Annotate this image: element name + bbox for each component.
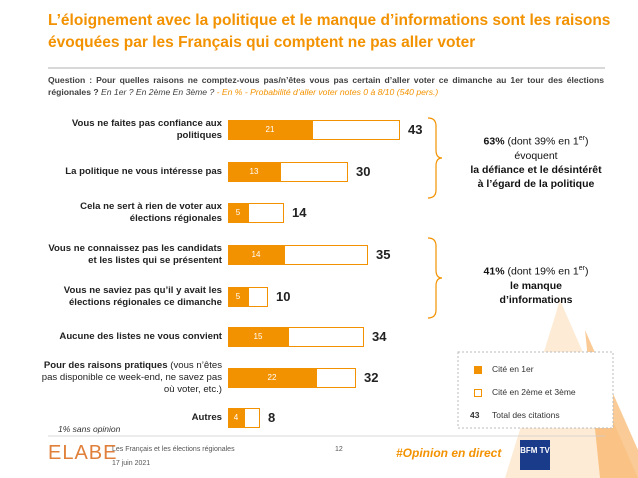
logo: ELABE <box>48 442 118 464</box>
title-line: évoquées par les Français qui comptent n… <box>48 34 476 51</box>
annotation-detail: (dont 19% en 1 <box>507 265 579 278</box>
category-label: Autres <box>40 412 222 424</box>
annotation-close: ) <box>584 135 589 148</box>
hashtag: #Opinion en direct <box>396 446 502 460</box>
value-label: 4 <box>233 413 239 422</box>
total-label: 32 <box>364 370 379 385</box>
annotation-close: ) <box>584 265 589 278</box>
legend-swatch <box>474 389 482 397</box>
bar <box>316 368 356 388</box>
bar: 5 <box>228 203 248 223</box>
value-label: 13 <box>249 167 259 176</box>
total-label: 35 <box>376 247 391 262</box>
category-text: Aucune des listes ne vous convient <box>59 331 222 342</box>
total-label: 10 <box>276 289 291 304</box>
legend-total-example: 43 <box>470 410 480 420</box>
category-label: Cela ne sert à rien de voter aux électio… <box>40 201 222 225</box>
bar: 21 <box>228 120 312 140</box>
bar <box>312 120 400 140</box>
category-text: Vous ne faites pas confiance aux politiq… <box>71 118 222 141</box>
bar <box>280 162 348 182</box>
annotation-line: la défiance et le désintérêt <box>470 163 602 176</box>
annotation-line: d’informations <box>499 293 573 306</box>
annotation-head: 41% (dont 19% en 1er) <box>446 262 626 279</box>
total-label: 14 <box>292 205 307 220</box>
category-text: Vous ne saviez pas qu’il y avait les éle… <box>63 285 222 308</box>
bar: 22 <box>228 368 316 388</box>
bar: 14 <box>228 245 284 265</box>
partner-logo: BFM TV <box>520 446 550 455</box>
question: Question : Pour quelles raisons ne compt… <box>48 74 604 98</box>
category-text: Vous ne connaissez pas les candidats et … <box>48 243 222 266</box>
title: L’éloignement avec la politique et le ma… <box>48 10 610 54</box>
annotation-line: le manque <box>510 279 562 292</box>
date: 17 juin 2021 <box>112 460 151 467</box>
total-label: 43 <box>408 122 423 137</box>
category-label: Vous ne connaissez pas les candidats et … <box>40 243 222 267</box>
category-label: Aucune des listes ne vous convient <box>40 331 222 343</box>
bar <box>248 287 268 307</box>
total-label: 34 <box>372 329 387 344</box>
annotation: 63% (dont 39% en 1er) évoquent la défiance… <box>446 132 626 191</box>
bar <box>288 327 364 347</box>
legend-label: Total des citations <box>492 410 560 420</box>
value-label: 21 <box>265 125 275 134</box>
annotation-line: à l’égard de la politique <box>477 177 595 190</box>
category-label: Vous ne faites pas confiance aux politiq… <box>40 118 222 142</box>
annotation-lead: 63% <box>483 135 505 148</box>
annotation-line: évoquent <box>514 149 558 162</box>
title-line: L’éloignement avec la politique et le ma… <box>48 12 611 29</box>
category-detail: (vous n’êtes pas disponible ce week-end,… <box>41 360 222 395</box>
bar <box>244 408 260 428</box>
category-text: La politique ne vous intéresse pas <box>65 166 222 177</box>
category-label: La politique ne vous intéresse pas <box>40 166 222 178</box>
bar: 5 <box>228 287 248 307</box>
category-text: Autres <box>191 412 222 423</box>
bar <box>284 245 368 265</box>
bar <box>248 203 284 223</box>
category-label: Vous ne saviez pas qu’il y avait les éle… <box>40 285 222 309</box>
question-base: - En % - Probabilité d’aller voter notes… <box>216 87 439 97</box>
value-label: 5 <box>235 208 241 217</box>
annotation-sup: er <box>578 265 585 272</box>
study: Les Français et les élections régionales <box>112 446 235 453</box>
question-label: Question : <box>48 75 93 85</box>
value-label: 15 <box>253 332 263 341</box>
category-label: Pour des raisons pratiques (vous n’êtes … <box>40 360 222 396</box>
bar: 4 <box>228 408 244 428</box>
legend-swatch <box>474 366 482 374</box>
question-options: En 1er ? En 2ème En 3ème ? <box>101 87 215 97</box>
value-label: 22 <box>267 373 277 382</box>
legend-label: Cité en 2ème et 3ème <box>492 387 576 397</box>
total-label: 8 <box>268 410 276 425</box>
value-label: 14 <box>251 250 261 259</box>
annotation-detail: (dont 39% en 1 <box>507 135 579 148</box>
note: 1% sans opinion <box>58 424 121 434</box>
question-text: Pour quelles raisons ne comptez-vous pas… <box>48 75 605 97</box>
value-label: 5 <box>235 292 241 301</box>
annotation-sup: er <box>578 135 585 142</box>
bar: 13 <box>228 162 280 182</box>
page-number: 12 <box>335 446 343 453</box>
category-text: Pour des raisons pratiques <box>43 360 168 371</box>
annotation-head: 63% (dont 39% en 1er) <box>446 132 626 149</box>
category-text: Cela ne sert à rien de voter aux électio… <box>80 201 222 224</box>
legend-label: Cité en 1er <box>492 364 534 374</box>
annotation-lead: 41% <box>483 265 505 278</box>
annotation: 41% (dont 19% en 1er) le manque d’informat… <box>446 262 626 307</box>
total-label: 30 <box>356 164 371 179</box>
bar: 15 <box>228 327 288 347</box>
